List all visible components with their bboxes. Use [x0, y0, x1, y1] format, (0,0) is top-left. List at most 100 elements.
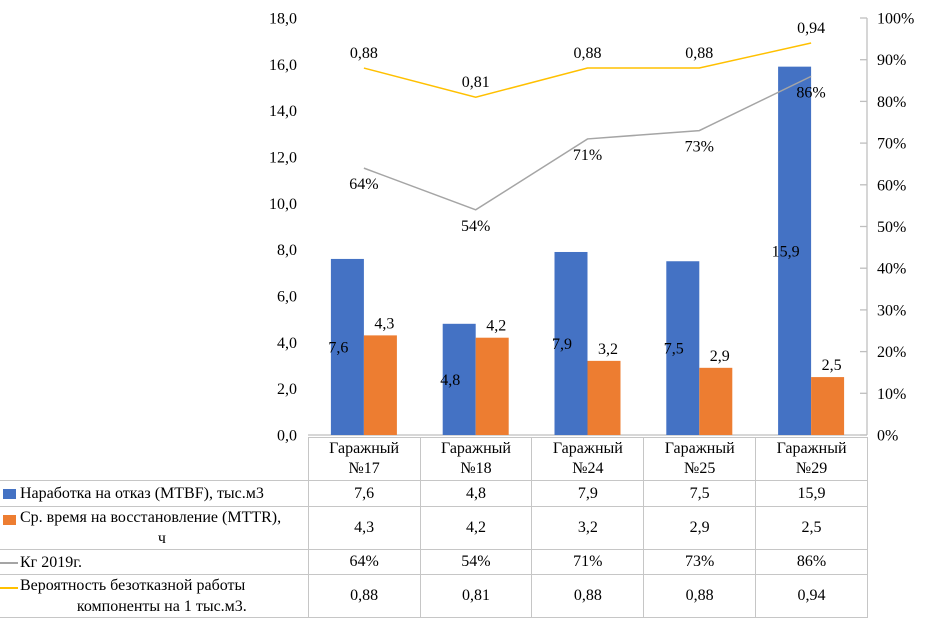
- reliability-label-2: 0,88: [574, 45, 602, 62]
- right-axis-label: 100%: [877, 11, 914, 28]
- legend-mttr: Ср. время на восстановление (MTTR), ч: [0, 506, 309, 550]
- reliability-label-3: 0,88: [685, 45, 713, 62]
- mttr-swatch-icon: [3, 515, 16, 525]
- cell-kg-2019-1: 54%: [419, 549, 533, 575]
- cell-mtbf-3: 7,5: [643, 480, 757, 507]
- category-label-line: Гаражный: [552, 440, 623, 457]
- right-axis-label: 20%: [877, 344, 906, 361]
- right-axis-label: 90%: [877, 52, 906, 69]
- right-axis-label: 70%: [877, 136, 906, 153]
- legend-kg-2019: Кг 2019г.: [0, 549, 309, 575]
- reliability-label-0: 0,88: [350, 45, 378, 62]
- category-label-line: Гаражный: [329, 440, 400, 457]
- legend-text-line: Наработка на отказ (MTBF), тыс.м3: [20, 485, 264, 502]
- cell-kg-2019-3: 73%: [643, 549, 757, 575]
- right-axis-label: 50%: [877, 219, 906, 236]
- left-axis-label: 14,0: [269, 103, 297, 120]
- right-axis-label: 30%: [877, 302, 906, 319]
- reliability-label-1: 0,81: [462, 74, 490, 91]
- kg-2019-line-icon: [0, 562, 18, 564]
- reliability-label-4: 0,94: [797, 20, 825, 37]
- cell-kg-2019-0: 64%: [307, 549, 421, 575]
- cell-kg-2019-2: 71%: [531, 549, 645, 575]
- mttr-bar-2: [587, 360, 621, 435]
- mttr-bar-0: [363, 335, 397, 435]
- legend-reliability: Вероятность безотказной работы компоненты…: [0, 574, 309, 618]
- category-header-3: Гаражный №25: [643, 437, 757, 481]
- table-corner-cell: [0, 437, 309, 481]
- mttr-bar-4: [811, 377, 845, 435]
- cell-reliability-3: 0,88: [643, 574, 757, 618]
- cell-mtbf-2: 7,9: [531, 480, 645, 507]
- mttr-bar-3: [699, 367, 733, 435]
- cell-mtbf-0: 7,6: [307, 480, 421, 507]
- left-axis-label: 8,0: [277, 242, 297, 259]
- left-axis-label: 16,0: [269, 57, 297, 74]
- mtbf-label-0: 7,6: [328, 339, 348, 356]
- legend-text-line: Вероятность безотказной работы: [20, 577, 246, 594]
- cell-reliability-2: 0,88: [531, 574, 645, 618]
- category-label-line: №17: [348, 460, 380, 477]
- kg-2019-label-3: 73%: [685, 139, 714, 156]
- left-axis-label: 10,0: [269, 196, 297, 213]
- cell-mttr-3: 2,9: [643, 506, 757, 550]
- category-label-line: Гаражный: [440, 440, 511, 457]
- mttr-bar-1: [475, 337, 509, 435]
- right-axis-label: 80%: [877, 94, 906, 111]
- mttr-label-2: 3,2: [598, 341, 618, 358]
- left-axis-label: 4,0: [277, 335, 297, 352]
- mttr-label-4: 2,5: [822, 357, 842, 374]
- kg-2019-label-0: 64%: [349, 176, 378, 193]
- mtbf-bar-4: [778, 66, 812, 436]
- legend-text-line: компоненты на 1 тыс.м3.: [76, 598, 247, 615]
- category-label-line: №24: [572, 460, 604, 477]
- cell-mtbf-4: 15,9: [755, 480, 868, 507]
- category-label-line: Гаражный: [776, 440, 847, 457]
- mtbf-label-2: 7,9: [552, 336, 572, 353]
- kg-2019-line: [363, 75, 812, 211]
- combo-chart: 0,02,04,06,08,010,012,014,016,018,00%10%…: [269, 11, 914, 445]
- cell-reliability-1: 0,81: [419, 574, 533, 618]
- cell-mttr-1: 4,2: [419, 506, 533, 550]
- mttr-label-3: 2,9: [710, 348, 730, 365]
- left-axis-label: 2,0: [277, 381, 297, 398]
- category-header-0: Гаражный №17: [307, 437, 421, 481]
- category-header-4: Гаражный №29: [755, 437, 868, 481]
- kg-2019-label-2: 71%: [573, 147, 602, 164]
- mtbf-swatch-icon: [3, 489, 16, 499]
- mttr-label-0: 4,3: [374, 315, 394, 332]
- mtbf-bar-1: [442, 323, 476, 435]
- right-axis-label: 0%: [877, 428, 898, 445]
- legend-text-line: ч: [157, 530, 166, 547]
- category-label-line: №25: [684, 460, 716, 477]
- category-header-2: Гаражный №24: [531, 437, 645, 481]
- data-table: Гаражный №17 Гаражный №18 Гаражный №24 Гаражны…: [0, 437, 868, 618]
- category-label-line: №18: [460, 460, 492, 477]
- mttr-label-1: 4,2: [486, 318, 506, 335]
- right-axis-label: 40%: [877, 261, 906, 278]
- reliability-line: [363, 42, 812, 99]
- legend-text-line: Ср. время на восстановление (MTTR),: [20, 509, 282, 526]
- left-axis-label: 6,0: [277, 289, 297, 306]
- cell-mttr-4: 2,5: [755, 506, 868, 550]
- cell-reliability-4: 0,94: [755, 574, 868, 618]
- reliability-line-icon: [0, 587, 18, 589]
- right-axis-label: 10%: [877, 386, 906, 403]
- right-axis-label: 60%: [877, 177, 906, 194]
- kg-2019-label-1: 54%: [461, 218, 490, 235]
- mtbf-bar-3: [666, 261, 700, 435]
- category-header-1: Гаражный №18: [419, 437, 533, 481]
- left-axis-label: 18,0: [269, 11, 297, 28]
- mtbf-bar-2: [554, 251, 588, 435]
- cell-mtbf-1: 4,8: [419, 480, 533, 507]
- cell-mttr-0: 4,3: [307, 506, 421, 550]
- category-label-line: №29: [795, 460, 828, 477]
- legend-text-line: Кг 2019г.: [20, 553, 82, 571]
- mtbf-label-1: 4,8: [440, 372, 460, 389]
- chart-data-table: Гаражный №17 Гаражный №18 Гаражный №24 Гаражны…: [0, 437, 868, 618]
- category-label-line: Гаражный: [664, 440, 735, 457]
- cell-kg-2019-4: 86%: [755, 549, 868, 575]
- legend-mtbf: Наработка на отказ (MTBF), тыс.м3: [0, 480, 309, 507]
- cell-reliability-0: 0,88: [307, 574, 421, 618]
